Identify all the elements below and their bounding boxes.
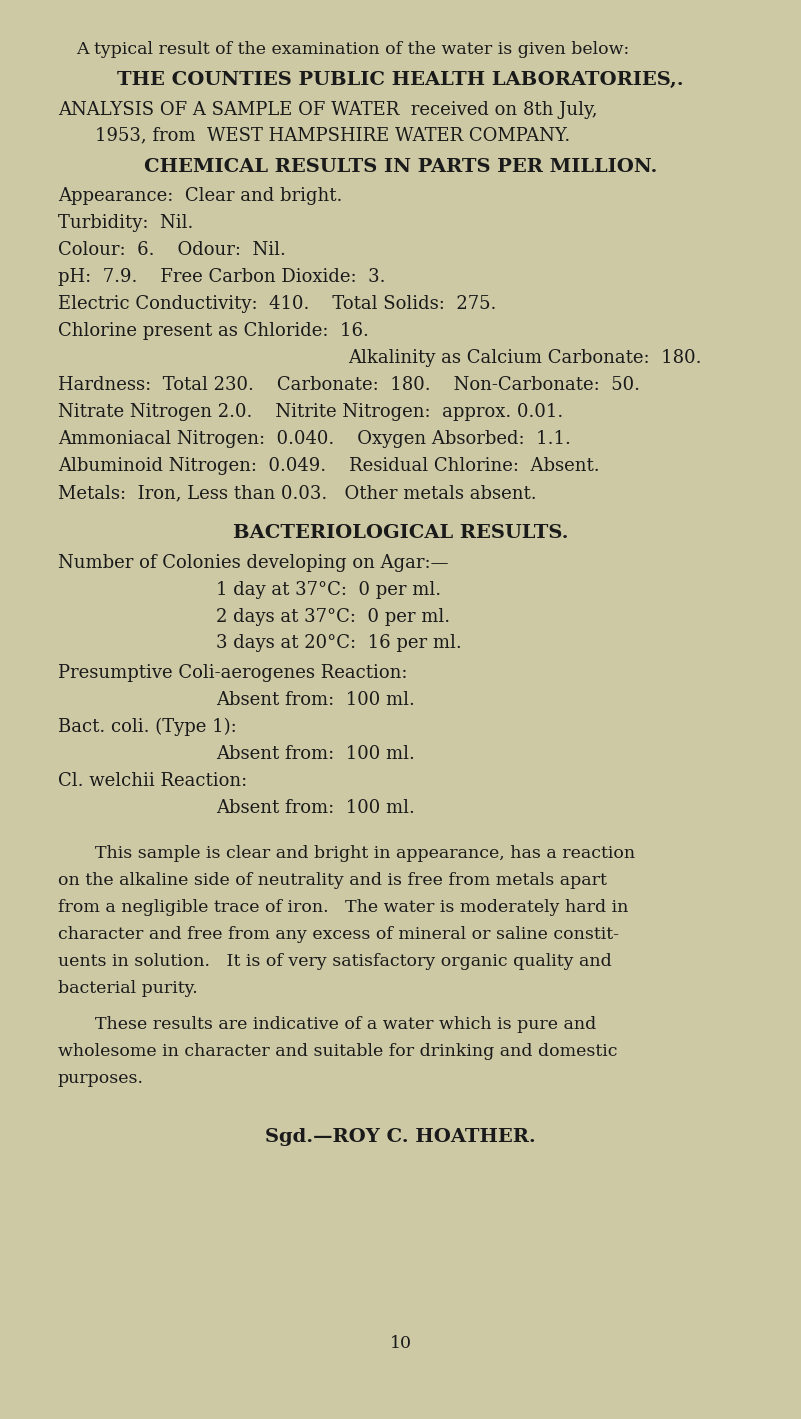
Text: Absent from:  100 ml.: Absent from: 100 ml. — [216, 745, 415, 763]
Text: 2 days at 37°C:  0 per ml.: 2 days at 37°C: 0 per ml. — [216, 607, 450, 626]
Text: Sgd.—ROY C. HOATHER.: Sgd.—ROY C. HOATHER. — [265, 1128, 536, 1147]
Text: Metals:  Iron, Less than 0.03.   Other metals absent.: Metals: Iron, Less than 0.03. Other meta… — [58, 484, 537, 502]
Text: 1 day at 37°C:  0 per ml.: 1 day at 37°C: 0 per ml. — [216, 580, 441, 599]
Text: BACTERIOLOGICAL RESULTS.: BACTERIOLOGICAL RESULTS. — [233, 524, 568, 542]
Text: Presumptive Coli-aerogenes Reaction:: Presumptive Coli-aerogenes Reaction: — [58, 664, 407, 683]
Text: These results are indicative of a water which is pure and: These results are indicative of a water … — [95, 1016, 596, 1033]
Text: Absent from:  100 ml.: Absent from: 100 ml. — [216, 799, 415, 817]
Text: ANALYSIS OF A SAMPLE OF WATER  received on 8th July,: ANALYSIS OF A SAMPLE OF WATER received o… — [58, 101, 598, 119]
Text: THE COUNTIES PUBLIC HEALTH LABORATORIES,.: THE COUNTIES PUBLIC HEALTH LABORATORIES,… — [117, 71, 684, 89]
Text: A typical result of the examination of the water is given below:: A typical result of the examination of t… — [76, 41, 630, 58]
Text: pH:  7.9.    Free Carbon Dioxide:  3.: pH: 7.9. Free Carbon Dioxide: 3. — [58, 268, 385, 287]
Text: from a negligible trace of iron.   The water is moderately hard in: from a negligible trace of iron. The wat… — [58, 900, 628, 917]
Text: CHEMICAL RESULTS IN PARTS PER MILLION.: CHEMICAL RESULTS IN PARTS PER MILLION. — [144, 158, 657, 176]
Text: Number of Colonies developing on Agar:—: Number of Colonies developing on Agar:— — [58, 553, 449, 572]
Text: Chlorine present as Chloride:  16.: Chlorine present as Chloride: 16. — [58, 322, 368, 341]
Text: wholesome in character and suitable for drinking and domestic: wholesome in character and suitable for … — [58, 1043, 618, 1060]
Text: Ammoniacal Nitrogen:  0.040.    Oxygen Absorbed:  1.1.: Ammoniacal Nitrogen: 0.040. Oxygen Absor… — [58, 430, 570, 448]
Text: on the alkaline side of neutrality and is free from metals apart: on the alkaline side of neutrality and i… — [58, 873, 606, 890]
Text: Hardness:  Total 230.    Carbonate:  180.    Non-Carbonate:  50.: Hardness: Total 230. Carbonate: 180. Non… — [58, 376, 640, 394]
Text: Turbidity:  Nil.: Turbidity: Nil. — [58, 214, 193, 233]
Text: Alkalinity as Calcium Carbonate:  180.: Alkalinity as Calcium Carbonate: 180. — [348, 349, 702, 368]
Text: Albuminoid Nitrogen:  0.049.    Residual Chlorine:  Absent.: Albuminoid Nitrogen: 0.049. Residual Chl… — [58, 457, 599, 475]
Text: Appearance:  Clear and bright.: Appearance: Clear and bright. — [58, 187, 342, 206]
Text: Bact. coli. (Type 1):: Bact. coli. (Type 1): — [58, 718, 236, 736]
Text: Nitrate Nitrogen 2.0.    Nitrite Nitrogen:  approx. 0.01.: Nitrate Nitrogen 2.0. Nitrite Nitrogen: … — [58, 403, 563, 421]
Text: bacterial purity.: bacterial purity. — [58, 981, 197, 998]
Text: 3 days at 20°C:  16 per ml.: 3 days at 20°C: 16 per ml. — [216, 634, 462, 653]
Text: uents in solution.   It is of very satisfactory organic quality and: uents in solution. It is of very satisfa… — [58, 954, 611, 971]
Text: Cl. welchii Reaction:: Cl. welchii Reaction: — [58, 772, 247, 790]
Text: Colour:  6.    Odour:  Nil.: Colour: 6. Odour: Nil. — [58, 241, 285, 260]
Text: 1953, from  WEST HAMPSHIRE WATER COMPANY.: 1953, from WEST HAMPSHIRE WATER COMPANY. — [95, 126, 570, 145]
Text: character and free from any excess of mineral or saline constit-: character and free from any excess of mi… — [58, 927, 618, 944]
Text: Absent from:  100 ml.: Absent from: 100 ml. — [216, 691, 415, 710]
Text: This sample is clear and bright in appearance, has a reaction: This sample is clear and bright in appea… — [95, 846, 634, 863]
Text: Electric Conductivity:  410.    Total Solids:  275.: Electric Conductivity: 410. Total Solids… — [58, 295, 496, 314]
Text: 10: 10 — [389, 1335, 412, 1352]
Text: purposes.: purposes. — [58, 1070, 143, 1087]
